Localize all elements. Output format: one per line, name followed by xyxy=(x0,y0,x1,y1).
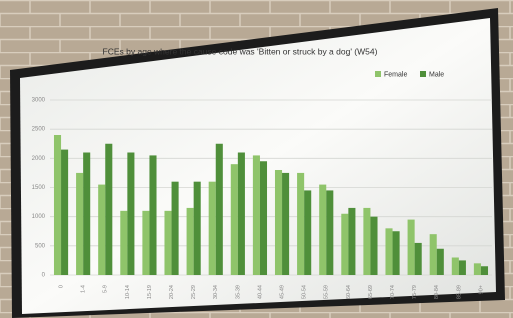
bar xyxy=(253,155,260,275)
bar xyxy=(238,153,245,276)
y-tick-label: 3000 xyxy=(32,98,46,104)
x-tick-label: 80-84 xyxy=(434,285,440,299)
x-tick-label: 75-79 xyxy=(412,285,418,299)
bar xyxy=(275,170,282,275)
legend-label: Female xyxy=(384,71,407,78)
x-tick-label: 15-19 xyxy=(147,285,153,299)
page: {"chart_data": {"type": "bar", "title": … xyxy=(0,0,513,318)
bar xyxy=(98,185,105,275)
bar xyxy=(393,231,400,275)
bar xyxy=(172,182,179,275)
bar xyxy=(474,263,481,275)
bar xyxy=(194,182,201,275)
bar xyxy=(415,243,422,275)
chart-title: FCEs by age where the cause code was 'Bi… xyxy=(103,46,378,56)
bar xyxy=(120,211,127,275)
bar xyxy=(149,155,156,275)
x-tick-label: 25-29 xyxy=(191,285,197,299)
bar xyxy=(142,211,149,275)
x-tick-label: 35-39 xyxy=(235,285,241,299)
x-tick-label: 65-69 xyxy=(368,285,374,299)
bar xyxy=(54,135,61,275)
bar xyxy=(481,266,488,275)
x-tick-label: 30-34 xyxy=(213,285,219,299)
legend-swatch xyxy=(420,71,426,77)
y-tick-label: 1000 xyxy=(32,214,46,220)
legend-label: Male xyxy=(429,71,444,78)
bar xyxy=(164,211,171,275)
x-tick-label: 70-74 xyxy=(390,285,396,299)
y-tick-label: 2000 xyxy=(32,156,46,162)
y-tick-label: 500 xyxy=(35,243,46,249)
x-tick-label: 55-59 xyxy=(324,285,330,299)
bar xyxy=(326,190,333,275)
bar xyxy=(231,164,238,275)
legend-swatch xyxy=(375,71,381,77)
x-tick-label: 50-54 xyxy=(302,285,308,299)
x-tick-label: 40-44 xyxy=(257,285,263,299)
bar xyxy=(83,153,90,276)
bar xyxy=(304,190,311,275)
bar xyxy=(459,260,466,275)
x-tick-label: 85-89 xyxy=(456,285,462,299)
bar xyxy=(127,153,134,276)
x-tick-label: 1-4 xyxy=(81,285,87,293)
bar xyxy=(430,234,437,275)
bar xyxy=(260,161,267,275)
bar xyxy=(76,173,83,275)
chart: FCEs by age where the cause code was 'Bi… xyxy=(0,0,513,318)
bar xyxy=(216,144,223,275)
bar xyxy=(105,144,112,275)
bar xyxy=(452,258,459,276)
bar xyxy=(61,150,68,275)
y-tick-label: 1500 xyxy=(32,185,46,191)
bar xyxy=(408,220,415,275)
bar xyxy=(370,217,377,275)
bar xyxy=(341,214,348,275)
bar xyxy=(187,208,194,275)
bar xyxy=(437,249,444,275)
y-tick-label: 2500 xyxy=(32,127,46,133)
bar xyxy=(297,173,304,275)
bar xyxy=(319,185,326,275)
x-tick-label: 45-49 xyxy=(280,285,286,299)
bar xyxy=(385,228,392,275)
x-tick-label: 60-64 xyxy=(346,285,352,299)
bar xyxy=(209,182,216,275)
x-tick-label: 5-9 xyxy=(103,285,109,293)
x-tick-label: 10-14 xyxy=(125,285,131,299)
bar xyxy=(363,208,370,275)
x-tick-label: 90+ xyxy=(478,285,484,294)
bar xyxy=(282,173,289,275)
x-tick-label: 0 xyxy=(59,285,65,288)
bar xyxy=(348,208,355,275)
x-tick-label: 20-24 xyxy=(169,285,175,299)
